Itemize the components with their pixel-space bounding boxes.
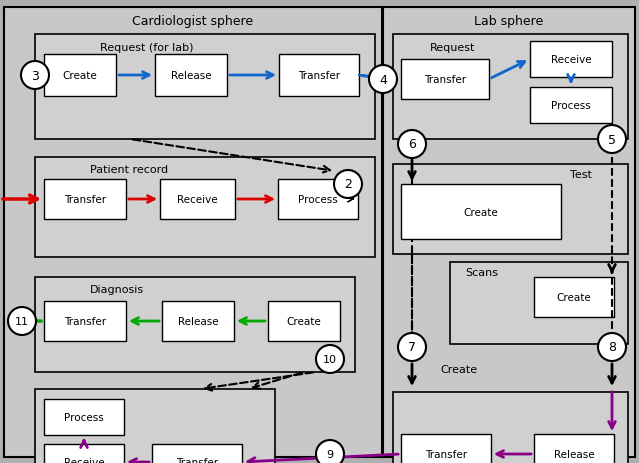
Text: Receive: Receive — [177, 194, 217, 205]
Text: 5: 5 — [608, 133, 616, 146]
Text: Request (for lab): Request (for lab) — [100, 43, 194, 53]
Bar — [160, 180, 235, 219]
Text: Release: Release — [553, 449, 594, 459]
Text: Lab sphere: Lab sphere — [474, 15, 544, 28]
Text: Test: Test — [570, 169, 592, 180]
Bar — [152, 444, 242, 463]
Bar — [383, 8, 635, 457]
Text: Create: Create — [557, 292, 591, 302]
Bar — [44, 399, 124, 435]
Text: Receive: Receive — [551, 55, 591, 65]
Text: 3: 3 — [31, 69, 39, 82]
Bar — [393, 165, 628, 255]
Bar — [401, 434, 491, 463]
Bar — [162, 301, 234, 341]
Bar — [44, 55, 116, 97]
Text: 11: 11 — [15, 316, 29, 326]
Text: Cardiologist sphere: Cardiologist sphere — [132, 15, 254, 28]
Text: Diagnosis: Diagnosis — [90, 284, 144, 294]
Bar — [401, 185, 561, 239]
Bar — [35, 158, 375, 257]
Bar — [401, 60, 489, 100]
Circle shape — [369, 66, 397, 94]
Circle shape — [398, 333, 426, 361]
Circle shape — [334, 171, 362, 199]
Bar — [530, 42, 612, 78]
Text: Transfer: Transfer — [176, 457, 218, 463]
Bar — [44, 180, 126, 219]
Text: Receive: Receive — [64, 457, 104, 463]
Text: Release: Release — [171, 71, 212, 81]
Text: 7: 7 — [408, 341, 416, 354]
Bar — [393, 35, 628, 140]
Bar — [450, 263, 628, 344]
Bar — [155, 55, 227, 97]
Circle shape — [8, 307, 36, 335]
Text: Create: Create — [287, 316, 321, 326]
Text: Transfer: Transfer — [425, 449, 467, 459]
Bar — [534, 434, 614, 463]
Text: 9: 9 — [327, 449, 334, 459]
Text: 6: 6 — [408, 138, 416, 151]
Text: Transfer: Transfer — [298, 71, 340, 81]
Text: Create: Create — [440, 364, 477, 374]
Bar — [393, 354, 628, 404]
Bar — [35, 35, 375, 140]
Text: Request: Request — [430, 43, 475, 53]
Bar — [278, 180, 358, 219]
Bar — [44, 444, 124, 463]
Bar — [393, 392, 628, 463]
Bar — [4, 8, 382, 457]
Circle shape — [398, 131, 426, 159]
Bar — [279, 55, 359, 97]
Bar — [530, 88, 612, 124]
Text: Patient record: Patient record — [90, 165, 168, 175]
Circle shape — [598, 333, 626, 361]
Text: Transfer: Transfer — [64, 194, 106, 205]
Text: Process: Process — [64, 412, 104, 422]
Circle shape — [598, 126, 626, 154]
Text: Create: Create — [464, 207, 498, 218]
Text: Release: Release — [178, 316, 219, 326]
Text: Process: Process — [551, 101, 591, 111]
Text: 10: 10 — [323, 354, 337, 364]
Text: Scans: Scans — [465, 268, 498, 277]
Bar — [35, 277, 355, 372]
Text: Create: Create — [63, 71, 97, 81]
Bar — [534, 277, 614, 317]
Text: 8: 8 — [608, 341, 616, 354]
Circle shape — [21, 62, 49, 90]
Text: 4: 4 — [379, 73, 387, 86]
Text: 2: 2 — [344, 178, 352, 191]
Circle shape — [316, 440, 344, 463]
Circle shape — [316, 345, 344, 373]
Bar — [35, 389, 275, 463]
Bar — [44, 301, 126, 341]
Text: Transfer: Transfer — [424, 75, 466, 85]
Text: Process: Process — [298, 194, 338, 205]
Text: Transfer: Transfer — [64, 316, 106, 326]
Bar — [268, 301, 340, 341]
